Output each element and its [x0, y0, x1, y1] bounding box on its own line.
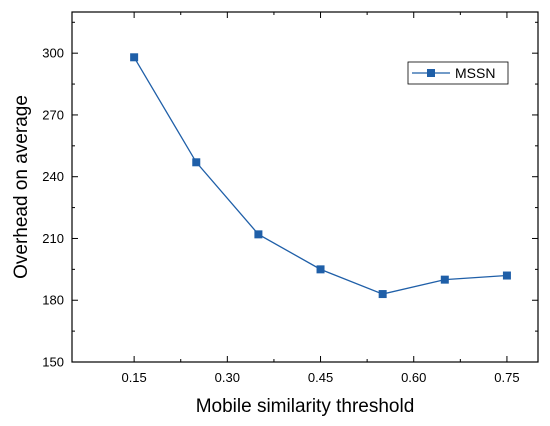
- x-tick-label: 0.30: [215, 370, 240, 385]
- legend-label-mssn: MSSN: [455, 65, 495, 81]
- y-tick-label: 150: [42, 355, 64, 370]
- y-axis-title: Overhead on average: [11, 95, 32, 279]
- data-point-marker: [502, 271, 511, 280]
- y-tick-label: 180: [42, 293, 64, 308]
- data-point-marker: [378, 290, 387, 299]
- data-point-marker: [440, 275, 449, 284]
- x-tick-label: 0.15: [121, 370, 146, 385]
- legend-box: [407, 61, 509, 85]
- y-tick-label: 210: [42, 231, 64, 246]
- y-tick-label: 270: [42, 107, 64, 122]
- y-tick-label: 300: [42, 46, 64, 61]
- legend-marker-square: [427, 69, 435, 77]
- y-tick-label: 240: [42, 169, 64, 184]
- data-point-marker: [192, 158, 201, 167]
- x-tick-label: 0.75: [494, 370, 519, 385]
- series-mssn: [130, 53, 511, 299]
- legend: MSSN: [407, 61, 509, 85]
- x-tick-label: 0.60: [401, 370, 426, 385]
- x-tick-label: 0.45: [308, 370, 333, 385]
- data-point-marker: [254, 230, 263, 239]
- x-axis-title: Mobile similarity threshold: [196, 396, 415, 417]
- data-point-marker: [130, 53, 139, 62]
- data-point-marker: [316, 265, 325, 274]
- axis-ticks: 0.15 0.30 0.45 0.60 0.75 150 180 210 240 270 300: [42, 12, 538, 385]
